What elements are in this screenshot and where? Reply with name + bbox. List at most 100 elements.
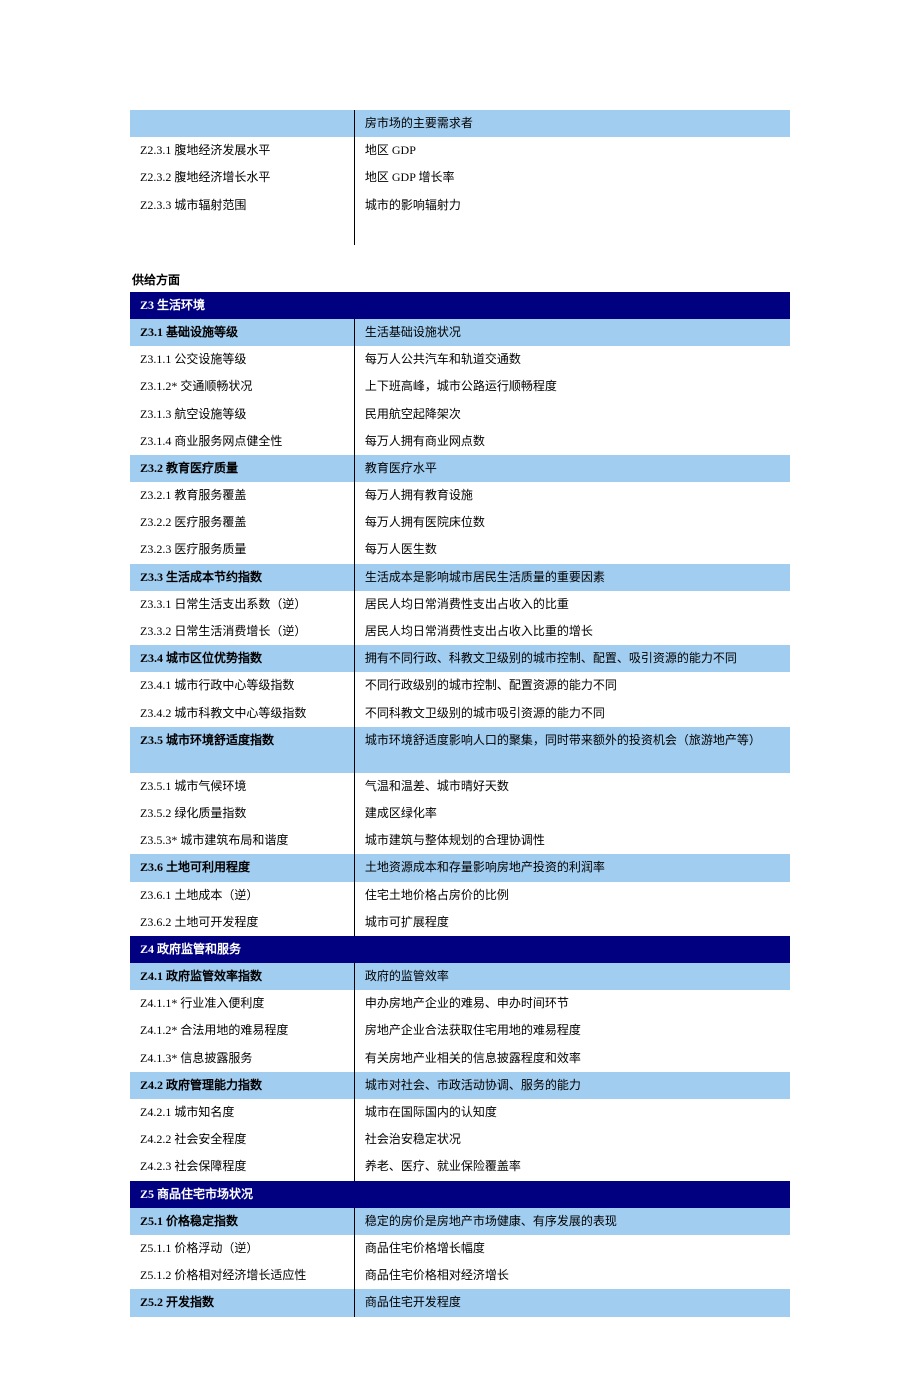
subheader-row: Z5.1 价格稳定指数 稳定的房价是房地产市场健康、有序发展的表现 xyxy=(130,1208,790,1235)
table-row: Z4.2.1 城市知名度城市在国际国内的认知度 xyxy=(130,1099,790,1126)
table-row: Z5.1.2 价格相对经济增长适应性商品住宅价格相对经济增长 xyxy=(130,1262,790,1289)
code-cell: Z3.2.3 医疗服务质量 xyxy=(130,536,354,563)
code-cell: Z3.5.1 城市气候环境 xyxy=(130,773,354,800)
desc-cell: 养老、医疗、就业保险覆盖率 xyxy=(354,1153,790,1180)
table-row: Z3.1.4 商业服务网点健全性每万人拥有商业网点数 xyxy=(130,428,790,455)
table-row: Z3.2.1 教育服务覆盖每万人拥有教育设施 xyxy=(130,482,790,509)
desc-cell: 社会治安稳定状况 xyxy=(354,1126,790,1153)
code-cell xyxy=(130,219,354,245)
subheader-row: Z3.4 城市区位优势指数 拥有不同行政、科教文卫级别的城市控制、配置、吸引资源… xyxy=(130,645,790,672)
table-row: Z3.3.1 日常生活支出系数（逆）居民人均日常消费性支出占收入的比重 xyxy=(130,591,790,618)
desc-cell: 建成区绿化率 xyxy=(354,800,790,827)
subheader-row: Z5.2 开发指数 商品住宅开发程度 xyxy=(130,1289,790,1316)
table-row: Z3.3.2 日常生活消费增长（逆）居民人均日常消费性支出占收入比重的增长 xyxy=(130,618,790,645)
top-header-right: 房市场的主要需求者 xyxy=(354,110,790,137)
table-row: Z3.5.1 城市气候环境气温和温差、城市晴好天数 xyxy=(130,773,790,800)
sub-desc: 城市对社会、市政活动协调、服务的能力 xyxy=(354,1072,790,1099)
table-row: Z3.6.1 土地成本（逆）住宅土地价格占房价的比例 xyxy=(130,882,790,909)
subheader-row: Z4.2 政府管理能力指数 城市对社会、市政活动协调、服务的能力 xyxy=(130,1072,790,1099)
table-row-blank xyxy=(130,219,790,245)
table-row: Z4.1.2* 合法用地的难易程度房地产企业合法获取住宅用地的难易程度 xyxy=(130,1017,790,1044)
code-cell: Z3.5.2 绿化质量指数 xyxy=(130,800,354,827)
desc-cell: 地区 GDP 增长率 xyxy=(354,164,790,191)
sub-code: Z3.2 教育医疗质量 xyxy=(130,455,354,482)
code-cell: Z3.1.2* 交通顺畅状况 xyxy=(130,373,354,400)
desc-cell: 住宅土地价格占房价的比例 xyxy=(354,882,790,909)
table-row: Z4.1.3* 信息披露服务有关房地产业相关的信息披露程度和效率 xyxy=(130,1045,790,1072)
code-cell: Z4.2.3 社会保障程度 xyxy=(130,1153,354,1180)
sub-desc: 城市环境舒适度影响人口的聚集，同时带来额外的投资机会（旅游地产等） xyxy=(354,727,790,773)
table-row: Z3.1.1 公交设施等级每万人公共汽车和轨道交通数 xyxy=(130,346,790,373)
desc-cell: 居民人均日常消费性支出占收入比重的增长 xyxy=(354,618,790,645)
sub-code: Z4.1 政府监管效率指数 xyxy=(130,963,354,990)
code-cell: Z4.1.1* 行业准入便利度 xyxy=(130,990,354,1017)
desc-cell: 房地产企业合法获取住宅用地的难易程度 xyxy=(354,1017,790,1044)
code-cell: Z4.2.1 城市知名度 xyxy=(130,1099,354,1126)
code-cell: Z3.3.2 日常生活消费增长（逆） xyxy=(130,618,354,645)
desc-cell: 上下班高峰，城市公路运行顺畅程度 xyxy=(354,373,790,400)
section-header-z4: Z4 政府监管和服务 xyxy=(130,936,790,963)
desc-cell: 商品住宅价格增长幅度 xyxy=(354,1235,790,1262)
code-cell: Z2.3.1 腹地经济发展水平 xyxy=(130,137,354,164)
top-header-row: 房市场的主要需求者 xyxy=(130,110,790,137)
table-row: Z3.4.2 城市科教文中心等级指数不同科教文卫级别的城市吸引资源的能力不同 xyxy=(130,700,790,727)
supply-section-header: 供给方面 xyxy=(130,271,790,288)
desc-cell xyxy=(354,219,790,245)
desc-cell: 城市的影响辐射力 xyxy=(354,192,790,219)
code-cell: Z2.3.3 城市辐射范围 xyxy=(130,192,354,219)
sub-desc: 拥有不同行政、科教文卫级别的城市控制、配置、吸引资源的能力不同 xyxy=(354,645,790,672)
sub-code: Z3.1 基础设施等级 xyxy=(130,319,354,346)
desc-cell: 有关房地产业相关的信息披露程度和效率 xyxy=(354,1045,790,1072)
sub-desc: 教育医疗水平 xyxy=(354,455,790,482)
sub-code: Z3.6 土地可利用程度 xyxy=(130,854,354,881)
subheader-row: Z3.1 基础设施等级 生活基础设施状况 xyxy=(130,319,790,346)
code-cell: Z5.1.1 价格浮动（逆） xyxy=(130,1235,354,1262)
table-row: Z3.1.3 航空设施等级民用航空起降架次 xyxy=(130,401,790,428)
section-header-z5: Z5 商品住宅市场状况 xyxy=(130,1181,790,1208)
table-row: Z3.5.2 绿化质量指数建成区绿化率 xyxy=(130,800,790,827)
code-cell: Z4.2.2 社会安全程度 xyxy=(130,1126,354,1153)
section-header-z3: Z3 生活环境 xyxy=(130,292,790,319)
code-cell: Z3.6.2 土地可开发程度 xyxy=(130,909,354,936)
table-row: Z3.6.2 土地可开发程度城市可扩展程度 xyxy=(130,909,790,936)
top-header-left xyxy=(130,110,354,137)
desc-cell: 民用航空起降架次 xyxy=(354,401,790,428)
table-row: Z2.3.2 腹地经济增长水平 地区 GDP 增长率 xyxy=(130,164,790,191)
desc-cell: 申办房地产企业的难易、申办时间环节 xyxy=(354,990,790,1017)
subheader-row: Z3.6 土地可利用程度 土地资源成本和存量影响房地产投资的利润率 xyxy=(130,854,790,881)
sub-desc: 土地资源成本和存量影响房地产投资的利润率 xyxy=(354,854,790,881)
table-row: Z4.2.3 社会保障程度养老、医疗、就业保险覆盖率 xyxy=(130,1153,790,1180)
table-row: Z4.1.1* 行业准入便利度申办房地产企业的难易、申办时间环节 xyxy=(130,990,790,1017)
sub-desc: 商品住宅开发程度 xyxy=(354,1289,790,1316)
desc-cell: 每万人拥有商业网点数 xyxy=(354,428,790,455)
sub-desc: 政府的监管效率 xyxy=(354,963,790,990)
document-page: 房市场的主要需求者 Z2.3.1 腹地经济发展水平 地区 GDP Z2.3.2 … xyxy=(0,0,920,1377)
sub-desc: 生活基础设施状况 xyxy=(354,319,790,346)
table-row: Z4.2.2 社会安全程度社会治安稳定状况 xyxy=(130,1126,790,1153)
sub-desc: 稳定的房价是房地产市场健康、有序发展的表现 xyxy=(354,1208,790,1235)
desc-cell: 城市在国际国内的认知度 xyxy=(354,1099,790,1126)
sub-desc: 生活成本是影响城市居民生活质量的重要因素 xyxy=(354,564,790,591)
section-title: Z4 政府监管和服务 xyxy=(130,936,790,963)
code-cell: Z4.1.3* 信息披露服务 xyxy=(130,1045,354,1072)
subheader-row: Z3.3 生活成本节约指数 生活成本是影响城市居民生活质量的重要因素 xyxy=(130,564,790,591)
main-table: Z3 生活环境 Z3.1 基础设施等级 生活基础设施状况 Z3.1.1 公交设施… xyxy=(130,292,790,1317)
desc-cell: 每万人公共汽车和轨道交通数 xyxy=(354,346,790,373)
desc-cell: 居民人均日常消费性支出占收入的比重 xyxy=(354,591,790,618)
desc-cell: 城市建筑与整体规划的合理协调性 xyxy=(354,827,790,854)
top-table: 房市场的主要需求者 Z2.3.1 腹地经济发展水平 地区 GDP Z2.3.2 … xyxy=(130,110,790,245)
code-cell: Z3.5.3* 城市建筑布局和谐度 xyxy=(130,827,354,854)
sub-code: Z5.2 开发指数 xyxy=(130,1289,354,1316)
sub-code: Z5.1 价格稳定指数 xyxy=(130,1208,354,1235)
sub-code: Z3.5 城市环境舒适度指数 xyxy=(130,727,354,773)
subheader-row: Z3.5 城市环境舒适度指数 城市环境舒适度影响人口的聚集，同时带来额外的投资机… xyxy=(130,727,790,773)
subheader-row: Z4.1 政府监管效率指数 政府的监管效率 xyxy=(130,963,790,990)
section-title: Z5 商品住宅市场状况 xyxy=(130,1181,790,1208)
desc-cell: 每万人拥有教育设施 xyxy=(354,482,790,509)
sub-code: Z3.3 生活成本节约指数 xyxy=(130,564,354,591)
code-cell: Z3.6.1 土地成本（逆） xyxy=(130,882,354,909)
sub-code: Z4.2 政府管理能力指数 xyxy=(130,1072,354,1099)
desc-cell: 不同行政级别的城市控制、配置资源的能力不同 xyxy=(354,672,790,699)
code-cell: Z3.1.3 航空设施等级 xyxy=(130,401,354,428)
desc-cell: 城市可扩展程度 xyxy=(354,909,790,936)
